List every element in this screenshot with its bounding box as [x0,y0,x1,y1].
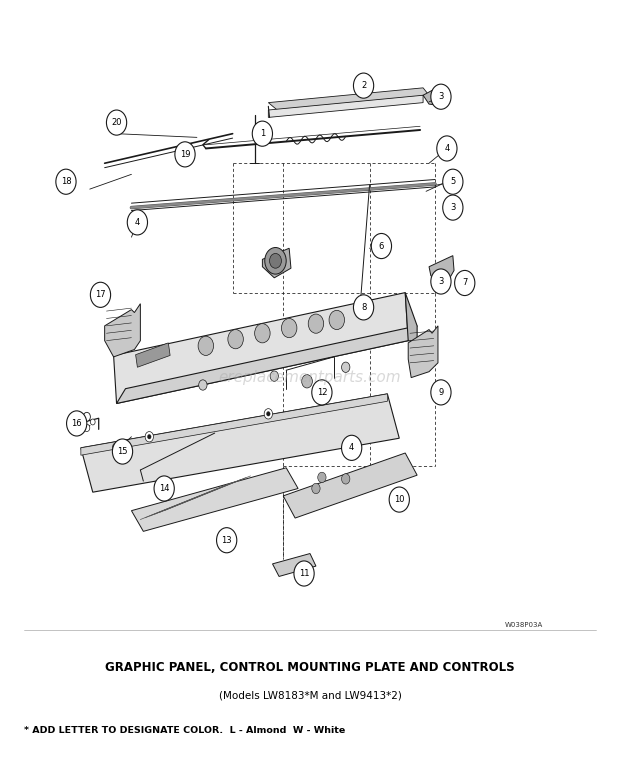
Circle shape [265,247,286,274]
Polygon shape [262,248,291,278]
Text: ereplacementparts.com: ereplacementparts.com [219,370,401,385]
Text: 4: 4 [349,444,354,452]
Polygon shape [423,85,444,105]
Text: 3: 3 [450,203,456,212]
Text: (Models LW8183*M and LW9413*2): (Models LW8183*M and LW9413*2) [219,691,401,701]
Circle shape [431,84,451,109]
Text: 17: 17 [95,290,106,300]
Circle shape [91,283,110,307]
Circle shape [198,380,207,390]
Polygon shape [136,343,170,367]
Circle shape [83,413,91,421]
Circle shape [112,443,121,453]
Text: 3: 3 [438,277,444,286]
Circle shape [107,110,126,136]
Circle shape [56,169,76,194]
Circle shape [431,380,451,405]
Circle shape [270,253,281,268]
Circle shape [431,269,451,294]
Text: 19: 19 [180,150,190,159]
Polygon shape [81,394,399,492]
Polygon shape [268,88,429,110]
Text: 6: 6 [379,242,384,250]
Circle shape [371,233,392,259]
Text: 4: 4 [135,218,140,227]
Circle shape [264,409,273,419]
Circle shape [270,371,278,381]
Circle shape [148,434,151,439]
Circle shape [436,136,457,161]
Circle shape [228,330,243,349]
Circle shape [112,439,133,464]
Circle shape [302,375,312,388]
Text: 2: 2 [361,81,366,90]
Text: 1: 1 [260,129,265,138]
Text: 3: 3 [438,92,444,101]
Circle shape [342,474,350,484]
Text: 4: 4 [445,144,449,153]
Text: 18: 18 [61,177,71,186]
Circle shape [84,424,90,431]
Text: 15: 15 [117,447,128,456]
Circle shape [91,419,95,425]
Polygon shape [405,293,417,342]
Text: * ADD LETTER TO DESIGNATE COLOR.  L - Almond  W - White: * ADD LETTER TO DESIGNATE COLOR. L - Alm… [24,725,345,735]
Polygon shape [429,256,454,287]
Circle shape [281,319,297,338]
Polygon shape [81,394,388,455]
Text: 11: 11 [299,569,309,578]
Text: 14: 14 [159,484,169,493]
Circle shape [122,449,129,457]
Circle shape [329,310,345,330]
Circle shape [115,446,118,450]
Text: 10: 10 [394,495,404,504]
Text: W038P03A: W038P03A [505,622,543,628]
Circle shape [454,270,475,296]
Text: 7: 7 [462,279,467,287]
Polygon shape [283,453,417,518]
Circle shape [175,142,195,167]
Polygon shape [273,554,316,577]
Circle shape [389,487,409,512]
Circle shape [353,295,374,320]
Text: 5: 5 [450,177,456,186]
Circle shape [127,209,148,235]
Circle shape [252,121,273,146]
Circle shape [353,73,374,99]
Polygon shape [105,303,140,357]
Circle shape [255,323,270,343]
Text: 12: 12 [317,388,327,397]
Circle shape [443,169,463,194]
Circle shape [308,314,324,333]
Text: GRAPHIC PANEL, CONTROL MOUNTING PLATE AND CONTROLS: GRAPHIC PANEL, CONTROL MOUNTING PLATE AN… [105,661,515,674]
Circle shape [342,362,350,373]
Circle shape [154,476,174,501]
Circle shape [267,412,270,416]
Circle shape [312,380,332,405]
Circle shape [145,431,154,442]
Circle shape [317,472,326,483]
Polygon shape [117,326,417,403]
Circle shape [312,484,320,494]
Polygon shape [131,468,298,531]
Circle shape [294,561,314,586]
Circle shape [443,195,463,220]
Circle shape [66,411,87,436]
Text: 9: 9 [438,388,443,397]
Text: 13: 13 [221,536,232,544]
Polygon shape [408,326,438,377]
Polygon shape [113,293,408,403]
Polygon shape [268,95,423,117]
Circle shape [342,435,362,460]
Circle shape [198,336,213,356]
Text: 16: 16 [71,419,82,428]
Text: 20: 20 [112,118,122,127]
Circle shape [216,527,237,553]
Text: 8: 8 [361,303,366,312]
